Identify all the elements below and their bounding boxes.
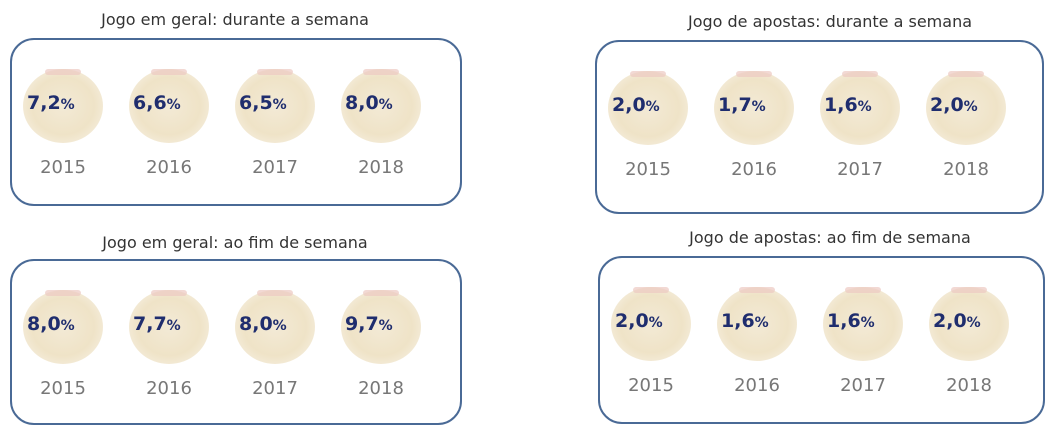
percentage: 1,6% — [827, 310, 875, 332]
unit: % — [379, 97, 393, 113]
year-label: 2015 — [23, 157, 103, 178]
value: 7,7 — [133, 313, 167, 335]
year-label: 2015 — [611, 375, 691, 396]
panel-title: Jogo em geral: durante a semana — [5, 10, 465, 29]
unit: % — [273, 318, 287, 334]
page: {"panels": [ {"title": "Jogo em geral: d… — [0, 0, 1053, 425]
year-label: 2018 — [341, 157, 421, 178]
value: 6,6 — [133, 92, 167, 114]
panel-title: Jogo de apostas: durante a semana — [600, 12, 1053, 31]
year-label: 2017 — [823, 375, 903, 396]
unit: % — [755, 315, 769, 331]
unit: % — [167, 97, 181, 113]
unit: % — [167, 318, 181, 334]
value: 2,0 — [930, 94, 964, 116]
year-label: 2018 — [929, 375, 1009, 396]
value: 1,6 — [827, 310, 861, 332]
unit: % — [861, 315, 875, 331]
percentage: 1,6% — [721, 310, 769, 332]
year-label: 2018 — [341, 378, 421, 399]
unit: % — [967, 315, 981, 331]
unit: % — [273, 97, 287, 113]
unit: % — [646, 99, 660, 115]
unit: % — [858, 99, 872, 115]
percentage: 2,0% — [933, 310, 981, 332]
percentage: 8,0% — [27, 313, 75, 335]
percentage: 1,6% — [824, 94, 872, 116]
value: 2,0 — [612, 94, 646, 116]
percentage: 2,0% — [930, 94, 978, 116]
percentage: 2,0% — [612, 94, 660, 116]
percentage: 9,7% — [345, 313, 393, 335]
percentage: 6,5% — [239, 92, 287, 114]
year-label: 2016 — [717, 375, 797, 396]
percentage: 7,7% — [133, 313, 181, 335]
value: 9,7 — [345, 313, 379, 335]
unit: % — [61, 97, 75, 113]
percentage: 1,7% — [718, 94, 766, 116]
value: 2,0 — [615, 310, 649, 332]
unit: % — [964, 99, 978, 115]
value: 8,0 — [239, 313, 273, 335]
percentage: 8,0% — [345, 92, 393, 114]
unit: % — [61, 318, 75, 334]
unit: % — [379, 318, 393, 334]
year-label: 2017 — [820, 159, 900, 180]
value: 2,0 — [933, 310, 967, 332]
value: 7,2 — [27, 92, 61, 114]
year-label: 2016 — [714, 159, 794, 180]
unit: % — [752, 99, 766, 115]
value: 1,6 — [721, 310, 755, 332]
year-label: 2017 — [235, 157, 315, 178]
value: 1,7 — [718, 94, 752, 116]
percentage: 2,0% — [615, 310, 663, 332]
value: 6,5 — [239, 92, 273, 114]
panel-title: Jogo em geral: ao fim de semana — [5, 233, 465, 252]
value: 1,6 — [824, 94, 858, 116]
percentage: 7,2% — [27, 92, 75, 114]
panel-title: Jogo de apostas: ao fim de semana — [600, 228, 1053, 247]
year-label: 2016 — [129, 378, 209, 399]
value: 8,0 — [345, 92, 379, 114]
year-label: 2015 — [23, 378, 103, 399]
year-label: 2015 — [608, 159, 688, 180]
percentage: 8,0% — [239, 313, 287, 335]
year-label: 2016 — [129, 157, 209, 178]
year-label: 2017 — [235, 378, 315, 399]
percentage: 6,6% — [133, 92, 181, 114]
value: 8,0 — [27, 313, 61, 335]
year-label: 2018 — [926, 159, 1006, 180]
unit: % — [649, 315, 663, 331]
